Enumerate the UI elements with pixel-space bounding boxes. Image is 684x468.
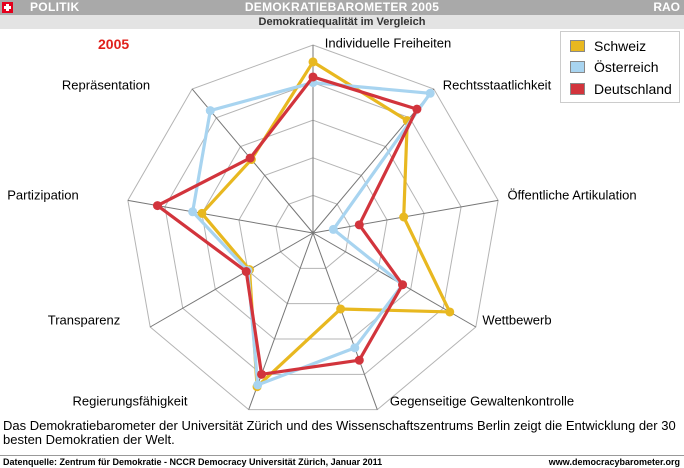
data-point-deutschland-3 [354, 220, 364, 230]
series-line-deutschland [155, 75, 419, 376]
axis-label-3: Öffentliche Artikulation [507, 187, 636, 202]
data-point-schweiz-3 [399, 212, 409, 222]
swiss-flag-icon [2, 2, 13, 13]
axis-label-7: Transparenz [48, 312, 121, 327]
axis-label-8: Partizipation [7, 187, 79, 202]
axis-label-1: Individuelle Freiheiten [325, 35, 451, 50]
legend: Schweiz Österreich Deutschland [560, 31, 680, 103]
year-label: 2005 [98, 36, 130, 52]
axis-label-9: Repräsentation [62, 77, 150, 92]
data-point-deutschland-5 [354, 355, 364, 365]
legend-item-deutschland: Deutschland [570, 79, 680, 99]
footer-url-link[interactable]: www.democracybarometer.org [548, 457, 680, 467]
data-point-oesterreich-3 [328, 224, 338, 234]
chart-subtitle: Demokratiequalität im Vergleich [0, 15, 684, 29]
legend-label-deutschland: Deutschland [594, 81, 672, 97]
data-point-oesterreich-2 [425, 88, 435, 98]
footer: Datenquelle: Zentrum für Demokratie - NC… [0, 455, 684, 468]
data-point-deutschland-6 [257, 369, 267, 379]
brand-logo: RAO [653, 0, 680, 14]
data-point-schweiz-4 [445, 307, 455, 317]
legend-swatch-schweiz [570, 40, 585, 52]
header-bar: POLITIK DEMOKRATIEBAROMETER 2005 RAO [0, 0, 684, 15]
axis-label-2: Rechtsstaatlichkeit [443, 77, 552, 92]
radar-chart: Individuelle Freiheiten Rechtsstaatlichke… [7, 35, 637, 411]
data-point-oesterreich-9 [205, 106, 215, 116]
axis-label-6: Regierungsfähigkeit [73, 393, 188, 408]
data-point-deutschland-1 [308, 72, 318, 82]
grid-spoke-5 [312, 232, 378, 410]
axis-label-4: Wettbewerb [482, 312, 551, 327]
data-point-oesterreich-5 [350, 343, 360, 353]
data-point-schweiz-5 [336, 304, 346, 314]
data-point-deutschland-2 [412, 104, 422, 114]
section-label: POLITIK [30, 0, 80, 14]
legend-item-oesterreich: Österreich [570, 57, 680, 77]
page-title: DEMOKRATIEBAROMETER 2005 [244, 0, 440, 14]
data-point-schweiz-8 [197, 208, 207, 218]
grid-ring-4 [164, 82, 462, 375]
data-point-oesterreich-6 [253, 380, 263, 390]
footer-source: Datenquelle: Zentrum für Demokratie - NC… [3, 457, 383, 467]
data-point-deutschland-9 [245, 153, 255, 163]
series-line-schweiz [200, 60, 452, 389]
legend-label-oesterreich: Österreich [594, 59, 659, 75]
data-point-deutschland-8 [152, 201, 162, 211]
legend-swatch-deutschland [570, 83, 585, 95]
data-point-deutschland-7 [241, 267, 251, 277]
legend-label-schweiz: Schweiz [594, 38, 647, 54]
grid-ring-5 [127, 44, 499, 411]
description-text: Das Demokratiebarometer der Universität … [3, 418, 676, 447]
data-point-oesterreich-8 [188, 207, 198, 217]
legend-item-schweiz: Schweiz [570, 36, 680, 56]
grid-spoke-7 [149, 232, 314, 328]
axis-label-5: Gegenseitige Gewaltenkontrolle [390, 393, 574, 408]
legend-swatch-oesterreich [570, 61, 585, 73]
data-point-schweiz-1 [308, 57, 318, 67]
grid-spoke-6 [248, 232, 314, 410]
data-point-deutschland-4 [398, 280, 408, 290]
